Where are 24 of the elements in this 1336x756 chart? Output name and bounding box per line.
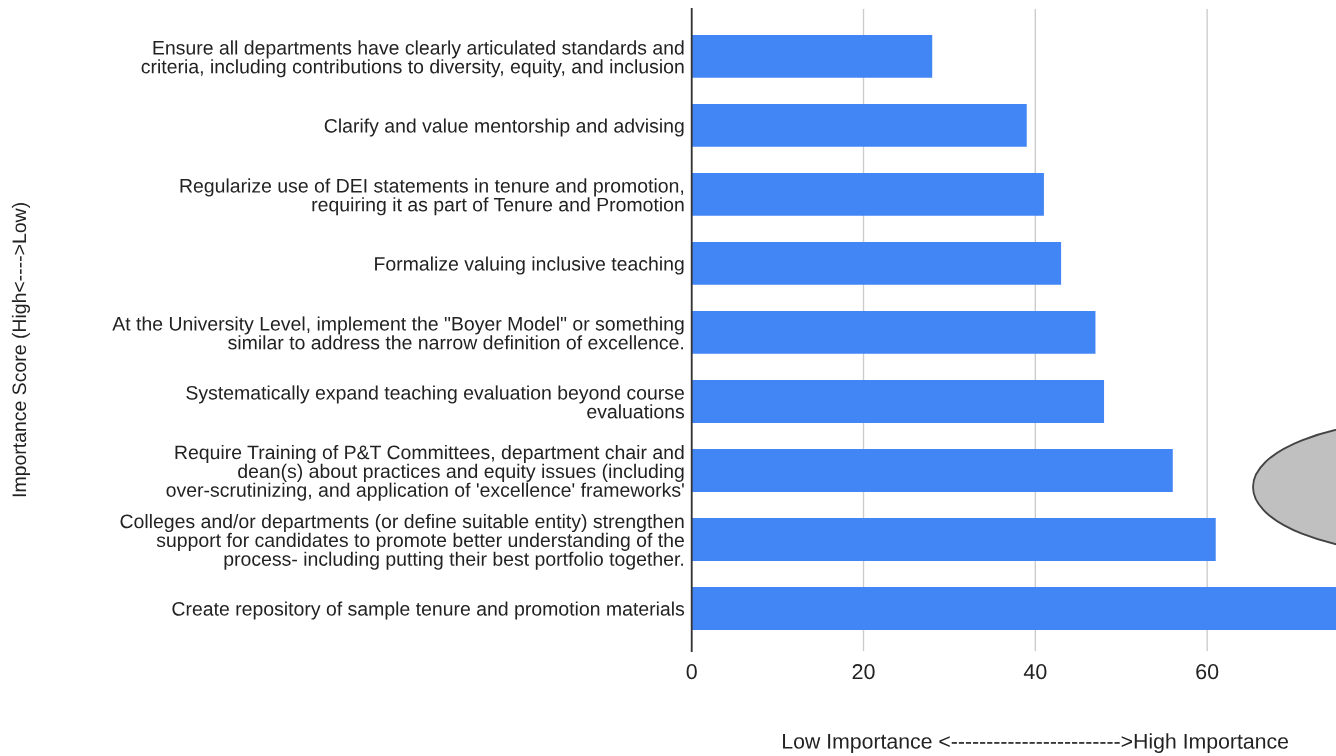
x-axis-title: Low Importance <------------------------>High Importance bbox=[783, 733, 1289, 753]
bar bbox=[691, 242, 1062, 285]
y-axis-title: Importance Score (High<---->Low) bbox=[11, 203, 30, 497]
bar bbox=[691, 104, 1027, 147]
y-tick-label: Require Training of P&T Committees, department chair and dean(s) about practices and equity issues (including over-scrutinizing, and application of 'excellence' frameworks' bbox=[166, 444, 684, 501]
y-tick-label: Regularize use of DEI statements in tenure and promotion, requiring it as part of Tenure and Promotion bbox=[180, 178, 684, 216]
y-tick-label: Formalize valuing inclusive teaching bbox=[375, 256, 684, 275]
bar bbox=[691, 518, 1216, 561]
x-tick-label: 60 bbox=[1196, 664, 1219, 680]
bar bbox=[691, 380, 1105, 423]
bar bbox=[691, 35, 933, 78]
bar bbox=[691, 587, 1336, 630]
y-tick-label: Colleges and/or departments (or define suitable entity) strengthen support for candidates to promote better understanding of the process- including putting their best portfolio together. bbox=[120, 513, 684, 570]
x-tick-label: 20 bbox=[852, 664, 875, 680]
y-tick-label: Systematically expand teaching evaluation beyond course evaluations bbox=[186, 385, 685, 419]
y-tick-label: Clarify and value mentorship and advising bbox=[324, 118, 684, 137]
bar bbox=[691, 449, 1173, 492]
bar bbox=[691, 173, 1044, 216]
bar bbox=[691, 311, 1096, 354]
y-tick-label: Create repository of sample tenure and promotion materials bbox=[172, 601, 685, 620]
x-tick-label: 40 bbox=[1023, 664, 1047, 680]
x-tick-label: 0 bbox=[686, 664, 697, 680]
y-tick-label: Ensure all departments have clearly articulated standards and criteria, including contributions to diversity, equity, and inclusion bbox=[141, 40, 684, 78]
y-tick-label: At the University Level, implement the "Boyer Model" or something similar to address the narrow definition of excellence. bbox=[112, 316, 684, 350]
